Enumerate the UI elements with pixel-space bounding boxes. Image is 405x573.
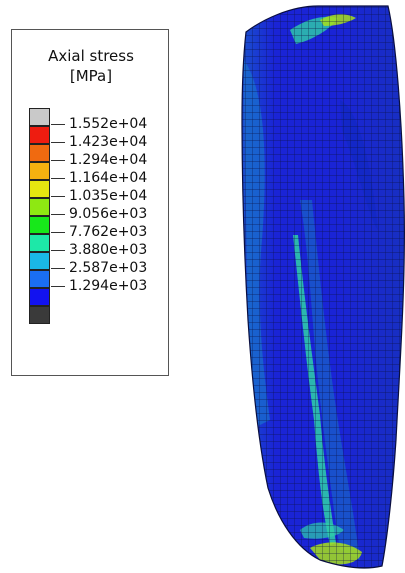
legend-level: 1.294e+03 [29, 270, 169, 294]
legend-label: 1.035e+04 [69, 188, 148, 204]
legend-level: 1.552e+04 [29, 108, 169, 132]
legend-level: 3.880e+03 [29, 234, 169, 258]
legend-swatch [29, 234, 50, 252]
legend-level [29, 288, 169, 306]
legend-label: 7.762e+03 [69, 224, 148, 240]
legend-tick [51, 268, 65, 269]
legend-level: 7.762e+03 [29, 216, 169, 240]
legend-level: 1.164e+04 [29, 162, 169, 186]
legend-level: 1.035e+04 [29, 180, 169, 204]
legend-label: 1.294e+03 [69, 278, 148, 294]
legend-swatch [29, 288, 50, 306]
legend-tick [51, 196, 65, 197]
legend-level: 2.587e+03 [29, 252, 169, 276]
legend-tick [51, 160, 65, 161]
legend-swatch [29, 198, 50, 216]
legend-level [29, 306, 169, 324]
legend-label: 2.587e+03 [69, 260, 148, 276]
legend-tick [51, 142, 65, 143]
legend-tick [51, 250, 65, 251]
bone-model [242, 6, 405, 568]
legend-swatch [29, 162, 50, 180]
legend-swatch [29, 252, 50, 270]
legend-label: 1.164e+04 [69, 170, 148, 186]
legend-tick [51, 286, 65, 287]
legend-swatch [29, 144, 50, 162]
stress-legend: Axial stress [MPa] 1.552e+04 1.423e+04 1… [11, 29, 169, 376]
legend-tick [51, 178, 65, 179]
legend-tick [51, 214, 65, 215]
legend-swatch [29, 180, 50, 198]
legend-title: Axial stress [MPa] [12, 46, 170, 86]
legend-swatch [29, 126, 50, 144]
legend-level: 9.056e+03 [29, 198, 169, 222]
legend-title-unit: [MPa] [69, 67, 113, 85]
legend-label: 1.294e+04 [69, 152, 148, 168]
legend-level: 1.294e+04 [29, 144, 169, 168]
legend-title-quantity: Axial stress [48, 47, 134, 65]
legend-label: 9.056e+03 [69, 206, 148, 222]
legend-swatch [29, 216, 50, 234]
legend-swatch [29, 108, 50, 126]
legend-label: 1.552e+04 [69, 116, 148, 132]
legend-label: 3.880e+03 [69, 242, 148, 258]
legend-tick [51, 124, 65, 125]
legend-label: 1.423e+04 [69, 134, 148, 150]
legend-level: 1.423e+04 [29, 126, 169, 150]
legend-swatch [29, 270, 50, 288]
legend-tick [51, 232, 65, 233]
legend-swatch [29, 306, 50, 324]
